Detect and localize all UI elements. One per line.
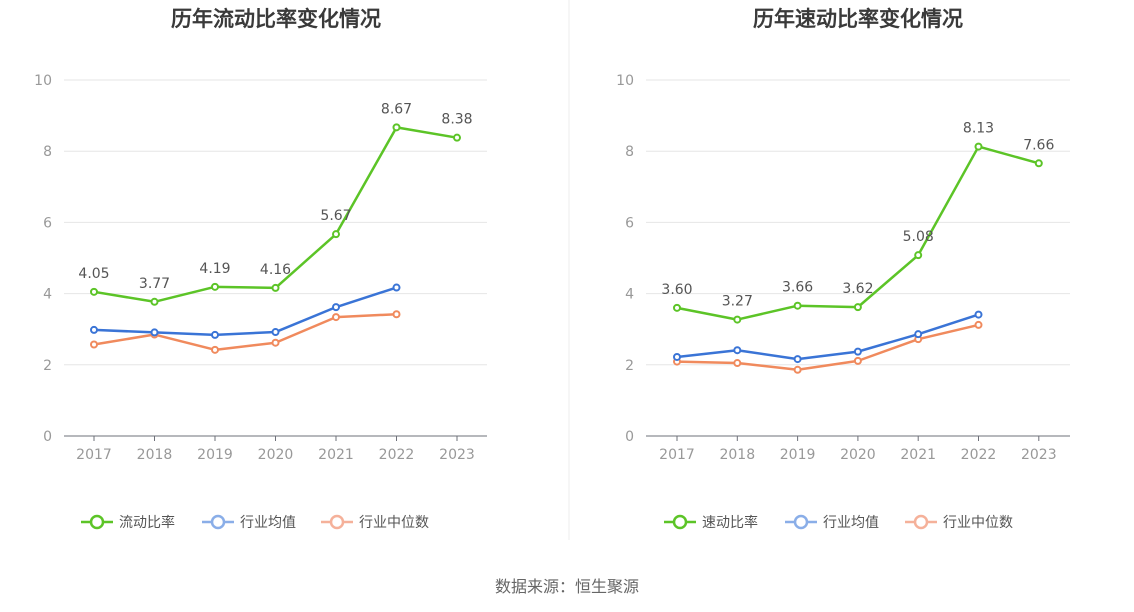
- data-point: [974, 320, 983, 329]
- data-label: 5.67: [320, 208, 351, 224]
- x-tick-label: 2018: [137, 447, 173, 463]
- quick-ratio-chart: 历年速动比率变化情况 0 2 4 6 8 10 2017 2018 2019 2020 2021 20…: [616, 7, 1070, 531]
- y-tick-label: 2: [625, 358, 634, 374]
- series-line-行业中位数: [93, 312, 397, 352]
- data-label: 3.60: [661, 282, 692, 298]
- data-point: [332, 303, 340, 312]
- y-tick-label: 4: [43, 287, 52, 303]
- data-source-note: 数据来源：恒生聚源: [495, 577, 639, 596]
- legend-label: 行业中位数: [943, 515, 1013, 531]
- data-point: [332, 313, 340, 322]
- y-tick-label: 2: [43, 358, 52, 374]
- data-point: [90, 340, 98, 349]
- data-point: [150, 328, 159, 337]
- legend-swatch-marker: [913, 514, 929, 530]
- data-point: [914, 330, 923, 339]
- data-label: 3.27: [722, 294, 753, 310]
- series-line-行业均值: [93, 286, 397, 337]
- y-tick-label: 4: [625, 287, 634, 303]
- data-label: 4.05: [78, 266, 109, 282]
- y-tick-label: 8: [625, 144, 634, 160]
- data-point: [271, 283, 280, 292]
- legend-label: 行业均值: [240, 515, 296, 531]
- legend-label: 行业均值: [823, 515, 879, 531]
- y-tick-label: 8: [43, 144, 52, 160]
- x-tick-label: 2019: [197, 447, 233, 463]
- legend-swatch-marker: [89, 514, 105, 530]
- data-label: 8.67: [381, 101, 412, 117]
- data-point: [793, 301, 802, 310]
- data-point: [793, 365, 802, 374]
- data-point: [392, 283, 401, 292]
- data-point: [332, 230, 340, 239]
- data-point: [974, 142, 983, 151]
- data-point: [733, 315, 742, 324]
- data-label: 5.08: [903, 229, 934, 245]
- chart-title: 历年流动比率变化情况: [171, 7, 381, 31]
- data-point: [853, 347, 862, 356]
- data-label: 4.16: [260, 262, 291, 278]
- x-tick-label: 2020: [258, 447, 294, 463]
- y-tick-label: 0: [43, 429, 52, 445]
- x-tick-label: 2022: [961, 447, 997, 463]
- data-point: [914, 251, 923, 260]
- data-label: 3.66: [782, 280, 813, 296]
- x-tick-label: 2017: [76, 447, 112, 463]
- data-point: [673, 303, 681, 312]
- data-point: [793, 355, 802, 364]
- x-tick-label: 2017: [659, 447, 695, 463]
- y-tick-label: 10: [34, 73, 52, 89]
- legend-label: 速动比率: [702, 514, 758, 531]
- data-point: [1034, 159, 1043, 168]
- data-point: [90, 325, 98, 334]
- x-tick-label: 2021: [900, 447, 936, 463]
- legend-swatch-marker: [672, 514, 688, 530]
- legend-swatch-marker: [793, 514, 809, 530]
- series-line-行业均值: [676, 313, 979, 361]
- data-point: [974, 310, 983, 319]
- chart-title: 历年速动比率变化情况: [753, 7, 963, 31]
- data-point: [90, 287, 98, 296]
- x-tick-label: 2022: [379, 447, 415, 463]
- data-point: [673, 352, 681, 361]
- y-tick-label: 10: [616, 73, 634, 89]
- data-point: [453, 133, 461, 142]
- data-point: [392, 123, 401, 132]
- data-point: [392, 310, 401, 319]
- data-point: [853, 303, 862, 312]
- x-tick-label: 2023: [439, 447, 475, 463]
- data-label: 8.13: [963, 121, 994, 137]
- series-line-行业中位数: [676, 323, 979, 372]
- data-point: [853, 356, 862, 365]
- current-ratio-chart: 历年流动比率变化情况 0 2 4 6 8 10 2017 2018 2019 2020 2021 20…: [34, 7, 487, 531]
- data-point: [271, 328, 280, 337]
- x-tick-label: 2020: [840, 447, 876, 463]
- data-label: 8.38: [441, 112, 472, 128]
- data-label: 3.62: [842, 281, 873, 297]
- legend-swatch-marker: [329, 514, 345, 530]
- data-label: 4.19: [199, 261, 230, 277]
- data-point: [733, 346, 742, 355]
- data-point: [733, 359, 742, 368]
- y-tick-label: 0: [625, 429, 634, 445]
- y-tick-label: 6: [625, 215, 634, 231]
- data-point: [211, 330, 219, 339]
- data-point: [211, 345, 219, 354]
- x-tick-label: 2018: [719, 447, 755, 463]
- data-point: [211, 282, 219, 291]
- x-tick-label: 2021: [318, 447, 354, 463]
- data-point: [271, 338, 280, 347]
- data-point: [150, 297, 159, 306]
- legend-label: 流动比率: [119, 514, 175, 531]
- legend-label: 行业中位数: [359, 515, 429, 531]
- data-label: 7.66: [1023, 137, 1054, 153]
- x-tick-label: 2023: [1021, 447, 1057, 463]
- y-tick-label: 6: [43, 215, 52, 231]
- x-tick-label: 2019: [780, 447, 816, 463]
- data-label: 3.77: [139, 276, 170, 292]
- legend-swatch-marker: [210, 514, 226, 530]
